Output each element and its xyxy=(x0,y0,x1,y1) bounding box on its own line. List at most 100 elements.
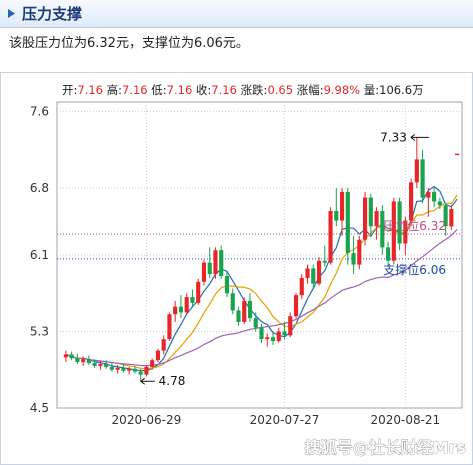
candle-body xyxy=(374,211,379,227)
resistance-label: 压力位6.32 xyxy=(383,218,446,233)
candle-body xyxy=(403,220,408,244)
candle-body xyxy=(201,262,207,282)
candle-body xyxy=(437,201,442,206)
candle-body xyxy=(414,159,419,183)
candle-body xyxy=(276,331,281,342)
support-label: 支撑位6.06 xyxy=(383,262,446,277)
candle-body xyxy=(167,314,172,340)
candle-body xyxy=(299,277,304,296)
quote-value: 7.16 xyxy=(77,83,106,97)
quote-bar: 开:7.16 高:7.16 低:7.16 收:7.16 涨跌:0.65 涨幅:9… xyxy=(62,83,424,97)
candle-body xyxy=(282,331,287,336)
candle-body xyxy=(420,159,425,198)
quote-label: 开: xyxy=(62,83,77,97)
candle-body xyxy=(86,359,91,364)
candle-body xyxy=(81,359,86,363)
quote-label: 收: xyxy=(196,83,211,97)
candle-body xyxy=(161,339,166,351)
candle-body xyxy=(409,182,414,221)
candle-body xyxy=(138,371,143,375)
quote-label: 涨幅: xyxy=(297,83,324,97)
quote-label: 涨跌: xyxy=(241,83,268,97)
candle-body xyxy=(127,368,132,371)
candle-body xyxy=(455,153,460,156)
candle-body xyxy=(253,318,258,328)
candle-body xyxy=(351,253,356,265)
candle-body xyxy=(288,316,293,336)
candle-body xyxy=(270,337,276,342)
candle-body xyxy=(144,366,149,375)
candle-body xyxy=(357,239,362,265)
quote-label: 量: xyxy=(364,83,379,97)
candle-body xyxy=(173,306,178,315)
candle-body xyxy=(75,358,80,363)
y-tick-label: 5.3 xyxy=(30,325,49,339)
y-tick-label: 7.6 xyxy=(30,105,49,119)
candle-body xyxy=(242,300,247,322)
quote-value: 7.16 xyxy=(167,83,196,97)
candle-body xyxy=(63,354,68,358)
candle-body xyxy=(328,211,333,263)
candle-body xyxy=(426,191,431,198)
candle-body xyxy=(443,205,448,227)
candle-body xyxy=(449,209,454,227)
quote-value: 9.98% xyxy=(324,83,364,97)
x-tick-label: 2020-06-29 xyxy=(112,413,182,427)
quote-label: 高: xyxy=(107,83,122,97)
low-arrow xyxy=(140,377,155,385)
candle-body xyxy=(397,201,402,244)
candle-body xyxy=(155,350,161,361)
candle-body xyxy=(322,260,327,263)
y-tick-label: 6.1 xyxy=(30,248,49,262)
candle-body xyxy=(98,364,103,366)
high-price-label: 7.33 xyxy=(380,130,407,144)
bullet-triangle-icon xyxy=(8,9,15,18)
quote-value: 7.16 xyxy=(211,83,240,97)
candle-body xyxy=(178,306,184,313)
candle-body xyxy=(345,191,350,254)
candle-body xyxy=(196,281,201,303)
candle-body xyxy=(368,197,373,227)
kline-chart[interactable]: 开:7.16 高:7.16 低:7.16 收:7.16 涨跌:0.65 涨幅:9… xyxy=(0,72,473,465)
candle-body xyxy=(293,295,299,317)
candle-body xyxy=(184,297,189,313)
candle-body xyxy=(224,276,230,294)
candle-body xyxy=(190,297,195,303)
x-tick-label: 2020-08-21 xyxy=(370,413,440,427)
candle-body xyxy=(121,367,126,371)
watermark: 搜狐号@社长财经Mrs xyxy=(305,438,466,457)
kline-chart-svg[interactable]: 开:7.16 高:7.16 低:7.16 收:7.16 涨跌:0.65 涨幅:9… xyxy=(0,72,473,465)
candle-body xyxy=(207,262,212,275)
candle-body xyxy=(265,337,270,340)
candle-body xyxy=(305,268,310,278)
panel-title: 压力支撑 xyxy=(22,5,83,23)
candle-body xyxy=(230,293,235,311)
candle-body xyxy=(432,191,437,202)
candle-body xyxy=(213,250,218,275)
panel-header: 压力支撑 xyxy=(0,0,473,28)
y-tick-label: 4.5 xyxy=(30,401,49,415)
candle-body xyxy=(219,250,224,277)
quote-value: 7.16 xyxy=(122,83,151,97)
candle-body xyxy=(362,197,368,240)
candle-body xyxy=(104,364,109,367)
candle-body xyxy=(115,367,120,370)
candle-body xyxy=(380,211,385,248)
candle-body xyxy=(150,360,155,367)
candle-body xyxy=(316,260,322,284)
candle-body xyxy=(339,191,345,221)
candle-body xyxy=(334,211,339,221)
candle-body xyxy=(132,368,137,372)
quote-label: 低: xyxy=(151,83,166,97)
candle-body xyxy=(236,310,241,322)
low-price-label: 4.78 xyxy=(159,374,186,388)
candle-body xyxy=(311,268,316,284)
candle-body xyxy=(391,201,396,261)
candle-body xyxy=(259,327,264,340)
y-tick-label: 6.8 xyxy=(30,181,49,195)
quote-value: 0.65 xyxy=(267,83,296,97)
candle-body xyxy=(247,300,253,319)
high-arrow xyxy=(410,133,429,141)
x-tick-label: 2020-07-27 xyxy=(250,413,320,427)
candle-body xyxy=(386,247,391,261)
